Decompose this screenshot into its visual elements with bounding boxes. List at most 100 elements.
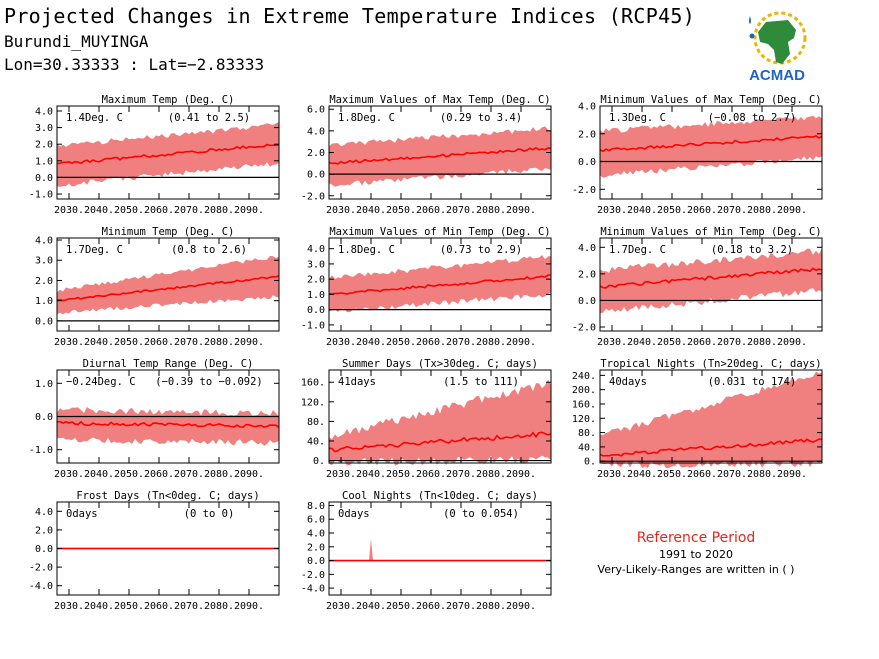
x-tick-label: 2080. [204,337,234,348]
y-tick-label: 120. [572,414,596,425]
x-tick-label: 2080. [747,469,777,480]
chart-title: Minimum Values of Min Temp (Deg. C) [600,226,821,238]
x-tick-label: 2090. [777,205,807,216]
plot-frame [599,105,823,200]
y-tick-label: 80. [578,428,596,439]
location-label: Burundi_MUYINGA [4,32,149,51]
y-tick-label: -2.0 [301,570,325,581]
chart-title: Maximum Temp (Deg. C) [102,94,235,106]
x-tick-label: 2080. [204,205,234,216]
y-tick-label: 1.0 [35,296,53,307]
y-tick-label: -1.0 [301,320,325,331]
median-line [328,431,552,453]
y-tick-label: -2.0 [29,563,53,574]
y-tick-label: 80. [307,417,325,428]
x-tick-label: 2050. [114,337,144,348]
x-tick-label: 2050. [114,469,144,480]
y-tick-label: 0. [584,457,596,468]
x-tick-label: 2060. [144,601,174,612]
y-tick-label: 0.0 [307,556,325,567]
change-value: 40days [609,376,647,388]
change-value: 0days [338,508,370,520]
likely-range: (0.29 to 3.4) [440,112,522,124]
x-tick-label: 2050. [386,205,416,216]
y-tick-label: 1.0 [307,290,325,301]
coordinates-label: Lon=30.33333 : Lat=−2.83333 [4,55,265,74]
change-value: 1.7Deg. C [66,244,123,256]
x-tick-label: 2040. [84,469,114,480]
median-line [599,438,823,457]
x-tick-label: 2070. [174,205,204,216]
y-tick-label: 120. [301,397,325,408]
x-tick-label: 2040. [627,469,657,480]
chart-title: Maximum Values of Min Temp (Deg. C) [329,226,550,238]
x-tick-label: 2090. [234,337,264,348]
x-tick-label: 2040. [356,601,386,612]
chart-title: Cool Nights (Tn<10deg. C; days) [342,490,538,502]
plot-frame [328,501,552,596]
x-tick-label: 2060. [416,337,446,348]
y-tick-label: -1.0 [29,190,53,201]
y-tick-label: 0.0 [35,412,53,423]
x-tick-label: 2060. [416,601,446,612]
x-tick-label: 2040. [84,601,114,612]
x-tick-label: 2050. [386,601,416,612]
x-tick-label: 2060. [144,205,174,216]
y-tick-label: -2.0 [572,185,596,196]
x-tick-label: 2080. [476,469,506,480]
x-tick-label: 2030. [597,205,627,216]
x-tick-label: 2090. [234,205,264,216]
x-tick-label: 2070. [446,601,476,612]
y-tick-label: 0.0 [578,296,596,307]
change-value: 0days [66,508,98,520]
x-tick-label: 2050. [657,205,687,216]
x-tick-label: 2080. [747,205,777,216]
x-tick-label: 2060. [144,469,174,480]
y-tick-label: -4.0 [29,581,53,592]
x-tick-label: 2090. [506,337,536,348]
logo-text: ACMAD [749,67,805,84]
y-tick-label: 160. [301,378,325,389]
plot-frame [328,237,552,332]
x-tick-label: 2080. [476,205,506,216]
y-tick-label: 4.0 [578,243,596,254]
median-line [328,274,552,295]
reference-period-title: Reference Period [636,530,756,546]
x-tick-label: 2070. [717,469,747,480]
x-tick-label: 2030. [54,601,84,612]
x-tick-label: 2070. [717,337,747,348]
likely-range: (0.031 to 174) [708,376,797,388]
y-tick-label: 0.0 [35,173,53,184]
chart-title: Frost Days (Tn<0deg. C; days) [76,490,259,502]
range-spike [369,538,373,561]
chart-title: Diurnal Temp Range (Deg. C) [83,358,254,370]
change-value: 41days [338,376,376,388]
y-tick-label: 240. [572,371,596,382]
africa-map-logo-icon [749,11,807,65]
chart-title: Minimum Values of Max Temp (Deg. C) [600,94,821,106]
y-tick-label: -2.0 [301,191,325,202]
likely-range: (−0.39 to −0.092) [155,376,262,388]
y-tick-label: 1.0 [35,379,53,390]
y-tick-label: 2.0 [307,148,325,159]
x-tick-label: 2040. [356,337,386,348]
y-tick-label: 0.0 [35,544,53,555]
likely-range: (0.18 to 3.2) [711,244,793,256]
likely-range: (0.8 to 2.6) [171,244,247,256]
y-tick-label: 6.0 [307,105,325,116]
y-tick-label: 2.0 [578,269,596,280]
chart-panel: 0.0 1.0 2.0 3.0 4.0 2030. 2040. 2050. 2060. 2070.… [35,226,280,348]
y-tick-label: 40. [578,442,596,453]
y-tick-label: 1.0 [35,156,53,167]
x-tick-label: 2060. [416,469,446,480]
x-tick-label: 2090. [234,601,264,612]
range-band [57,255,279,315]
y-tick-label: 0.0 [307,305,325,316]
y-tick-label: 2.0 [578,129,596,140]
x-tick-label: 2080. [476,337,506,348]
y-tick-label: 3.0 [35,123,53,134]
chart-panel: 0. 40. 80. 120. 160. 2030. 2040. 2050. 2060. 2070… [301,358,552,480]
